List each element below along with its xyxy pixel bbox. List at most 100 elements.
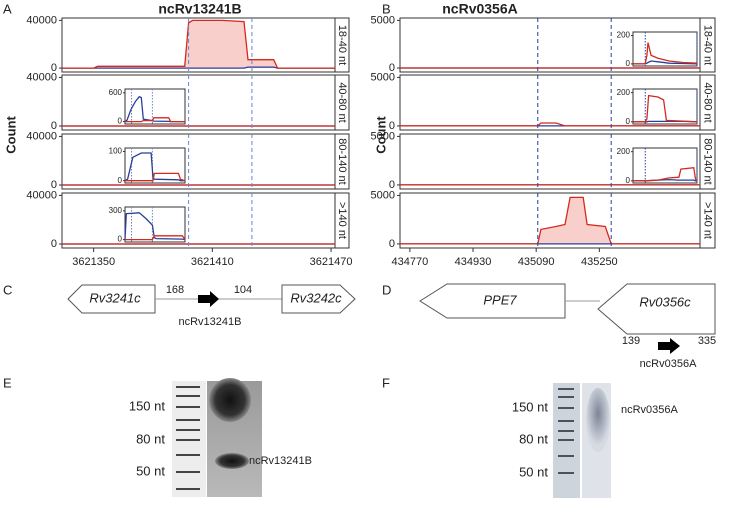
y-tick-label: 0 — [51, 120, 57, 132]
strip-label: 18-40 nt — [336, 25, 348, 65]
inset-y-tick-label: 200 — [617, 147, 631, 156]
strip-label: >140 nt — [336, 202, 348, 239]
x-tick-label: 3621470 — [310, 256, 353, 268]
inset-panel — [632, 147, 698, 184]
rna-label: ncRv13241B — [179, 316, 242, 328]
inset-y-tick-label: 100 — [109, 147, 123, 156]
panel-label: F — [382, 375, 390, 390]
panel-label: A — [3, 1, 12, 16]
facet-strip — [699, 17, 716, 73]
strip-label: 18-40 nt — [702, 25, 714, 65]
gene-diagram: PPE7 Rv0356c 139 335 ncRv0356A — [419, 283, 716, 370]
gel-image: 150 nt 80 nt 50 nt ncRv0356A — [512, 383, 679, 498]
ladder-bands — [176, 386, 200, 490]
distance-label: 168 — [166, 284, 184, 296]
marker-label: 150 nt — [129, 398, 166, 413]
x-tick-label: 435090 — [518, 256, 555, 268]
chart-title: ncRv0356A — [442, 1, 518, 17]
facet-panel — [61, 192, 336, 249]
line — [400, 196, 700, 245]
strip-label: >140 nt — [702, 202, 714, 239]
facet-strip — [699, 74, 716, 131]
inset-y-tick-label: 0 — [118, 235, 123, 244]
gene-label: Rv3241c — [89, 290, 141, 305]
y-tick-label: 0 — [389, 179, 395, 191]
y-tick-label: 40000 — [26, 14, 57, 26]
lane-gap — [580, 383, 582, 498]
gene-label: PPE7 — [483, 292, 517, 307]
y-tick-label: 0 — [51, 238, 57, 250]
y-axis-label: Count — [373, 116, 388, 154]
gel-band — [215, 453, 249, 469]
inset-panel — [124, 147, 186, 184]
band-label: ncRv13241B — [249, 455, 312, 467]
y-tick-label: 40000 — [26, 71, 57, 83]
inset-panel — [124, 88, 186, 125]
inset-panel — [124, 206, 186, 243]
facet-panel — [61, 133, 336, 190]
rna-arrow — [658, 338, 680, 354]
position-label: 335 — [698, 335, 716, 347]
inset-y-tick-label: 600 — [109, 88, 123, 97]
marker-label: 80 nt — [519, 431, 548, 446]
y-tick-label: 5000 — [371, 71, 395, 83]
panel-label: D — [382, 282, 391, 297]
inset-y-tick-label: 300 — [109, 206, 123, 215]
inset-y-tick-label: 200 — [617, 31, 631, 40]
line — [124, 212, 186, 241]
inset-panel — [632, 31, 698, 67]
y-tick-label: 40000 — [26, 189, 57, 201]
line — [633, 166, 698, 182]
inset-y-tick-label: 0 — [626, 176, 631, 185]
y-tick-label: 40000 — [26, 130, 57, 142]
facet-strip — [334, 17, 350, 73]
position-label: 139 — [622, 335, 640, 347]
gel-blob — [209, 378, 251, 422]
x-tick-label: 435250 — [581, 256, 618, 268]
inset-y-tick-label: 0 — [626, 117, 631, 126]
strip-label: 40-80 nt — [702, 82, 714, 122]
area — [400, 197, 700, 244]
marker-label: 150 nt — [512, 399, 549, 414]
facet-strip — [334, 192, 350, 249]
gene-label: Rv3242c — [290, 290, 342, 305]
gene-shape — [597, 283, 716, 335]
line — [62, 66, 335, 69]
distance-label: 104 — [234, 284, 252, 296]
x-tick-label: 434770 — [392, 256, 429, 268]
gel-smear — [586, 388, 610, 452]
facet-strip — [699, 192, 716, 249]
facet-panel — [61, 74, 336, 131]
inset-y-tick-label: 0 — [626, 59, 631, 68]
panel-label: C — [3, 282, 12, 297]
inset-y-tick-label: 200 — [617, 88, 631, 97]
rna-arrow — [198, 291, 219, 307]
gene-label: Rv0356c — [639, 294, 691, 309]
gel-image: 150 nt 80 nt 50 nt ncRv13241B — [129, 378, 312, 497]
inset-y-tick-label: 0 — [118, 176, 123, 185]
y-tick-label: 5000 — [371, 14, 395, 26]
facet-strip — [699, 133, 716, 190]
chart-title: ncRv13241B — [158, 1, 241, 17]
line — [62, 19, 335, 69]
x-tick-label: 3621350 — [72, 256, 115, 268]
y-tick-label: 0 — [51, 62, 57, 74]
line — [125, 117, 185, 123]
rna-label: ncRv0356A — [640, 358, 698, 370]
y-tick-label: 5000 — [371, 130, 395, 142]
marker-label: 50 nt — [519, 464, 548, 479]
y-tick-label: 0 — [51, 179, 57, 191]
gene-diagram: Rv3241c 168 104 ncRv13241B Rv3242c — [67, 284, 356, 328]
y-tick-label: 0 — [389, 120, 395, 132]
inset-y-tick-label: 0 — [118, 117, 123, 126]
facet-strip — [334, 74, 350, 131]
y-tick-label: 0 — [389, 62, 395, 74]
y-axis-label: Count — [3, 116, 18, 154]
ladder-bands — [558, 388, 574, 474]
line — [633, 42, 698, 65]
x-tick-label: 3621410 — [191, 256, 234, 268]
panel-label: B — [382, 1, 391, 16]
area — [62, 20, 335, 69]
line — [125, 172, 186, 182]
